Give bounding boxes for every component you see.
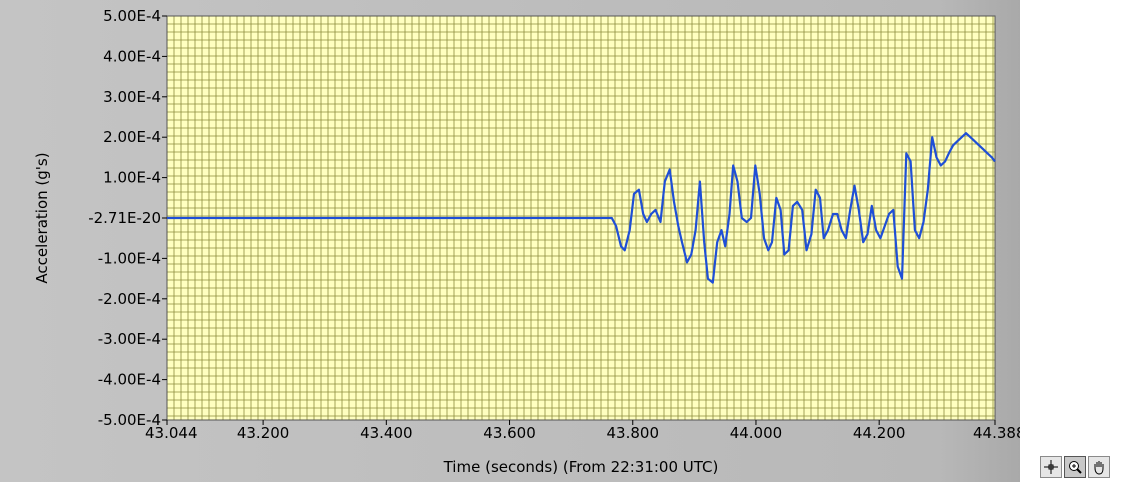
y-tick-label: -2.00E-4 xyxy=(98,290,161,308)
zoom-icon xyxy=(1069,461,1082,474)
x-tick-label: 43.800 xyxy=(607,424,660,442)
x-tick-label: 44.000 xyxy=(730,424,783,442)
y-tick-label: -2.71E-20 xyxy=(88,209,161,227)
x-tick-label: 43.044 xyxy=(145,424,198,442)
cursor-tool-button[interactable] xyxy=(1040,456,1062,478)
zoom-tool-button[interactable] xyxy=(1064,456,1086,478)
x-tick-label: 43.400 xyxy=(360,424,413,442)
y-tick-label: 2.00E-4 xyxy=(103,128,161,146)
hand-icon xyxy=(1094,461,1104,475)
y-tick-label: -5.00E-4 xyxy=(98,411,161,429)
x-axis-title: Time (seconds) (From 22:31:00 UTC) xyxy=(443,458,719,476)
graph-panel: 5.00E-4 4.00E-4 3.00E-4 2.00E-4 1.00E-4 -2.71… xyxy=(0,0,1020,482)
y-tick-label: 5.00E-4 xyxy=(103,7,161,25)
series-layer xyxy=(167,132,996,284)
x-tick-label: 43.200 xyxy=(237,424,290,442)
waveform-chart: 5.00E-4 4.00E-4 3.00E-4 2.00E-4 1.00E-4 -2.71… xyxy=(33,7,1020,476)
y-tick-label: 4.00E-4 xyxy=(103,47,161,65)
x-axis-ticks: 43.044 43.200 43.400 43.600 43.800 44.000 44.2… xyxy=(145,420,1020,442)
x-tick-label: 44.200 xyxy=(853,424,906,442)
graph-palette xyxy=(1040,456,1110,478)
y-tick-label: 1.00E-4 xyxy=(103,169,161,187)
y-axis-ticks: 5.00E-4 4.00E-4 3.00E-4 2.00E-4 1.00E-4 -2.71… xyxy=(88,7,167,429)
acceleration-series-line xyxy=(167,132,996,284)
y-tick-label: 3.00E-4 xyxy=(103,88,161,106)
y-tick-label: -3.00E-4 xyxy=(98,330,161,348)
crosshair-icon xyxy=(1044,460,1058,474)
x-tick-label: 44.388 xyxy=(973,424,1020,442)
y-tick-label: -1.00E-4 xyxy=(98,249,161,267)
y-axis-title: Acceleration (g's) xyxy=(33,152,51,283)
y-tick-label: -4.00E-4 xyxy=(98,371,161,389)
x-tick-label: 43.600 xyxy=(483,424,536,442)
pan-tool-button[interactable] xyxy=(1088,456,1110,478)
